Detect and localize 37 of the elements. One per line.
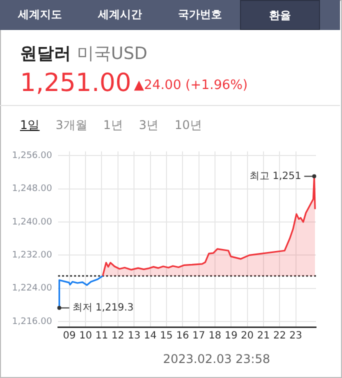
x-tick-label: 14	[144, 330, 157, 342]
text: 10년	[174, 117, 202, 134]
x-tick-label: 11	[95, 330, 108, 342]
annotation: 최저 1,219.3	[72, 302, 134, 314]
x-tick-label: 21	[257, 330, 270, 342]
x-tick-label: 19	[224, 330, 238, 342]
text: 3개월	[56, 117, 88, 134]
chart-title: 원달러	[20, 44, 71, 64]
x-tick-label: 20	[240, 330, 254, 342]
y-tick-label: 1,240.00	[12, 217, 52, 228]
text: ▲24.00 (+1.96%)	[134, 78, 248, 93]
x-tick-label: 12	[112, 330, 124, 342]
x-tick-label: 18	[208, 330, 222, 342]
x-tick-label: 13	[128, 330, 140, 342]
chart-subtitle: 미국USD	[77, 44, 148, 64]
annotation: 최고 1,251	[249, 170, 302, 182]
y-tick-label: 1,216.00	[12, 316, 52, 327]
x-tick-label: 15	[160, 330, 173, 342]
x-tick-label: 16	[176, 330, 189, 342]
text: 세계지도	[16, 7, 63, 23]
x-tick-label: 10	[79, 330, 92, 342]
x-tick-label: 09	[63, 330, 76, 342]
text: 환율	[240, 0, 320, 30]
text: 세계시간	[96, 7, 143, 23]
y-tick-label: 1,256.00	[12, 150, 52, 161]
text: 3년	[138, 117, 159, 134]
y-tick-label: 1,232.00	[12, 250, 52, 261]
text: 국가번호	[177, 7, 223, 23]
x-tick-label: 23	[289, 330, 302, 342]
text: 1,251.00	[20, 68, 132, 97]
y-tick-label: 1,248.00	[12, 184, 52, 194]
text: 2023.02.03 23:58	[163, 352, 270, 366]
text: 1년	[103, 117, 123, 134]
x-tick-label: 17	[192, 330, 206, 342]
x-tick-label: 22	[273, 330, 286, 342]
text: 1일	[20, 117, 40, 134]
y-tick-label: 1,224.00	[12, 284, 52, 294]
